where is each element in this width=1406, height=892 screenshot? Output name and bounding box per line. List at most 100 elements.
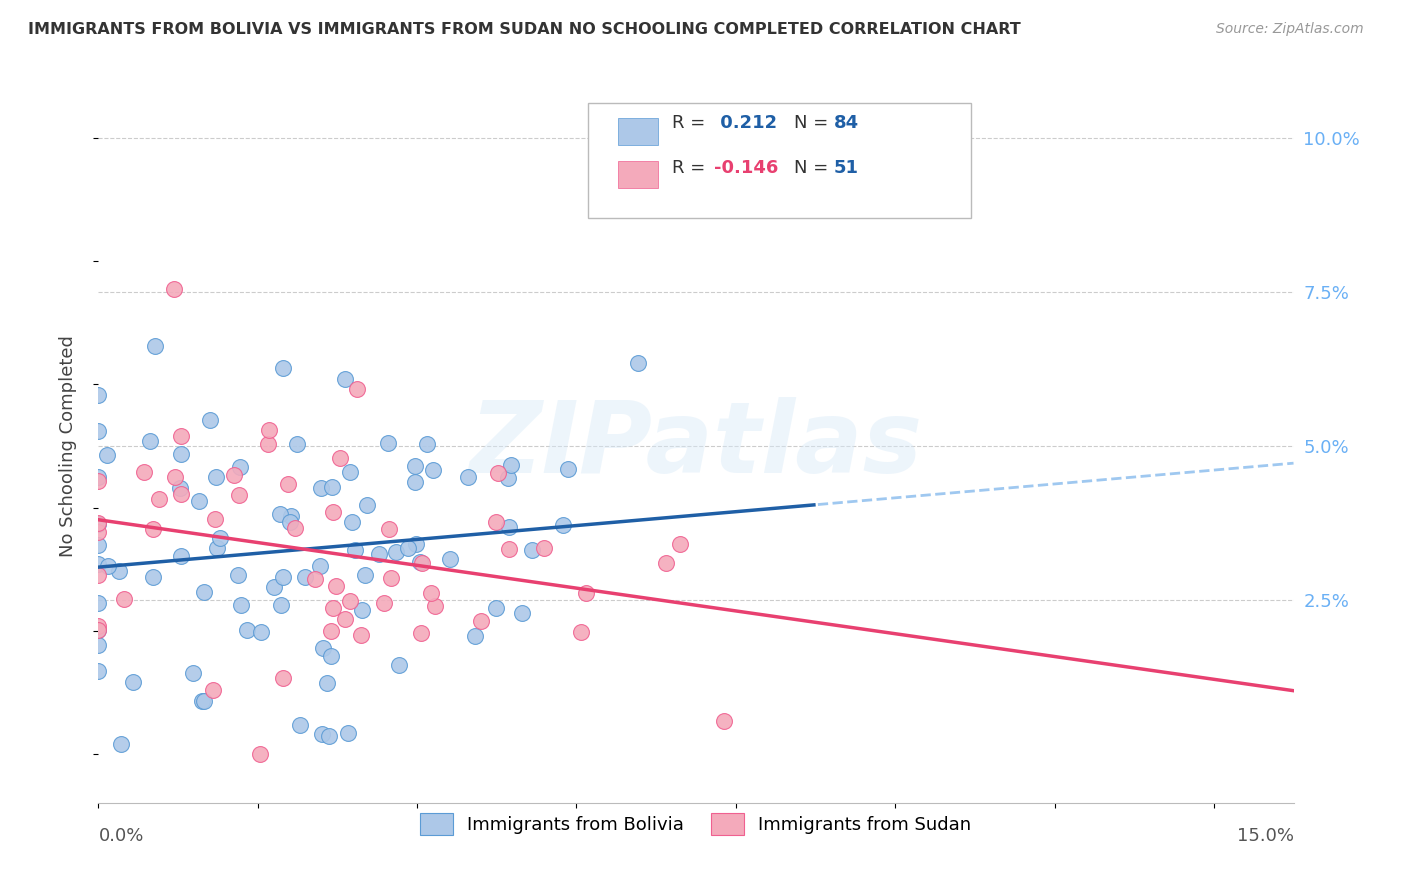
Point bbox=[188, 494, 211, 508]
Point bbox=[284, 521, 307, 535]
Point bbox=[655, 556, 678, 570]
Point bbox=[378, 522, 401, 536]
Text: -0.146: -0.146 bbox=[714, 159, 779, 177]
Point bbox=[311, 481, 333, 495]
Point bbox=[485, 601, 508, 615]
Point bbox=[422, 463, 444, 477]
Point bbox=[87, 619, 110, 633]
Point bbox=[112, 592, 135, 607]
Point bbox=[228, 488, 250, 502]
Point bbox=[574, 586, 596, 600]
Point bbox=[280, 508, 302, 523]
Point bbox=[439, 552, 461, 566]
Text: 15.0%: 15.0% bbox=[1236, 828, 1294, 846]
Point bbox=[249, 747, 271, 761]
Point bbox=[384, 545, 406, 559]
Point bbox=[488, 466, 510, 480]
FancyBboxPatch shape bbox=[619, 161, 658, 187]
Point bbox=[165, 470, 187, 484]
Text: 51: 51 bbox=[834, 159, 859, 177]
Point bbox=[405, 537, 427, 551]
Point bbox=[669, 537, 692, 551]
Point bbox=[319, 624, 342, 638]
Point bbox=[322, 505, 344, 519]
Point bbox=[377, 436, 399, 450]
Point bbox=[354, 568, 377, 582]
Point bbox=[87, 474, 110, 488]
Point bbox=[170, 447, 193, 461]
Point bbox=[231, 599, 253, 613]
Point bbox=[496, 471, 519, 485]
Text: Source: ZipAtlas.com: Source: ZipAtlas.com bbox=[1216, 22, 1364, 37]
Point bbox=[533, 541, 555, 555]
Point bbox=[205, 541, 228, 555]
Point bbox=[208, 532, 231, 546]
Point bbox=[350, 603, 373, 617]
FancyBboxPatch shape bbox=[589, 103, 972, 218]
Point bbox=[87, 525, 110, 540]
Text: R =: R = bbox=[672, 159, 711, 177]
Text: 0.0%: 0.0% bbox=[98, 828, 143, 846]
Point bbox=[411, 557, 433, 571]
Point bbox=[87, 387, 110, 401]
Point bbox=[309, 559, 332, 574]
Point bbox=[346, 382, 368, 396]
Point bbox=[520, 542, 543, 557]
Point bbox=[169, 486, 191, 500]
Point bbox=[226, 568, 249, 582]
Point bbox=[108, 564, 131, 578]
Point bbox=[87, 638, 110, 652]
Point bbox=[204, 470, 226, 484]
Point bbox=[273, 570, 295, 584]
FancyBboxPatch shape bbox=[619, 118, 658, 145]
Point bbox=[356, 498, 378, 512]
Point bbox=[557, 462, 579, 476]
Point bbox=[87, 470, 110, 484]
Point bbox=[367, 547, 389, 561]
Point bbox=[416, 437, 439, 451]
Point bbox=[380, 571, 402, 585]
Point bbox=[87, 517, 110, 532]
Point bbox=[277, 476, 299, 491]
Point bbox=[315, 676, 337, 690]
Point bbox=[409, 555, 432, 569]
Point bbox=[627, 356, 650, 370]
Point bbox=[269, 507, 291, 521]
Point bbox=[87, 596, 110, 610]
Point bbox=[142, 522, 165, 536]
Point bbox=[162, 281, 184, 295]
Point bbox=[87, 568, 110, 582]
Point bbox=[423, 599, 446, 614]
Point bbox=[169, 481, 191, 495]
Point bbox=[404, 475, 426, 489]
Point bbox=[87, 424, 110, 438]
Point bbox=[110, 737, 132, 751]
Point bbox=[87, 623, 110, 637]
Point bbox=[122, 675, 145, 690]
Point bbox=[271, 671, 294, 685]
Point bbox=[318, 729, 340, 743]
Point bbox=[263, 580, 285, 594]
Point bbox=[344, 543, 367, 558]
Point bbox=[170, 429, 193, 443]
Point bbox=[222, 468, 245, 483]
Point bbox=[270, 598, 292, 612]
Point bbox=[419, 586, 441, 600]
Point bbox=[396, 541, 419, 555]
Point bbox=[470, 615, 492, 629]
Point bbox=[193, 585, 215, 599]
Point bbox=[169, 549, 191, 563]
Text: N =: N = bbox=[794, 114, 834, 132]
Point bbox=[198, 412, 221, 426]
Point bbox=[139, 434, 162, 448]
Point bbox=[257, 423, 280, 437]
Point bbox=[510, 606, 533, 620]
Point bbox=[319, 649, 342, 664]
Point bbox=[148, 492, 170, 507]
Point bbox=[257, 436, 280, 450]
Point bbox=[498, 520, 520, 534]
Point bbox=[337, 726, 360, 740]
Point bbox=[285, 436, 308, 450]
Point bbox=[294, 570, 316, 584]
Point bbox=[411, 626, 433, 640]
